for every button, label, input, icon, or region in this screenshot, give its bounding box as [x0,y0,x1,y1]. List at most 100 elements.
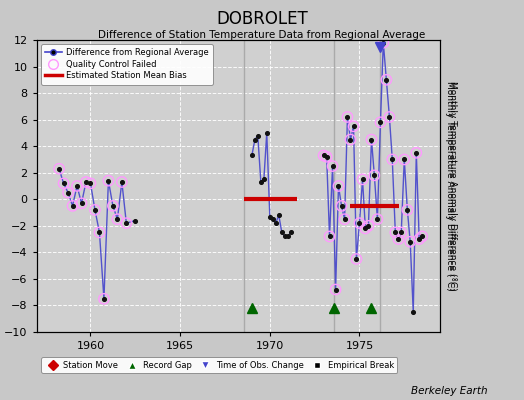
Point [329,163,337,169]
Point [122,220,130,226]
Point [346,136,355,143]
Point [364,223,373,229]
Point [403,207,411,213]
Point [341,216,349,222]
Point [59,180,68,186]
Point [400,156,409,163]
Point [406,238,414,245]
Point [343,114,352,120]
Point [95,229,104,236]
Point [118,179,126,185]
Point [364,223,373,229]
Point [358,176,367,182]
Point [257,179,265,185]
Text: Difference of Station Temperature Data from Regional Average: Difference of Station Temperature Data f… [99,30,425,40]
Point [331,286,340,293]
Point [82,179,90,185]
Point [352,256,361,262]
Point [278,229,286,236]
Point [91,207,99,213]
Point [68,203,77,209]
Point [376,119,385,126]
Point [382,77,390,83]
Point [108,203,117,209]
Point [406,238,414,245]
Point [82,179,90,185]
Point [394,236,402,242]
Point [352,256,361,262]
Point [68,203,77,209]
Point [367,136,376,143]
Point [78,200,86,206]
Point [379,40,388,46]
Point [122,220,130,226]
Point [55,166,63,172]
Point [283,233,292,240]
Point [73,183,81,189]
Point [382,77,390,83]
Point [331,286,340,293]
Point [334,183,343,189]
Point [59,180,68,186]
Point [86,180,95,186]
Point [337,203,346,209]
Point [361,225,369,232]
Y-axis label: Monthly Temperature Anomaly Difference (°C): Monthly Temperature Anomaly Difference (… [448,81,457,291]
Legend: Station Move, Record Gap, Time of Obs. Change, Empirical Break: Station Move, Record Gap, Time of Obs. C… [41,358,397,373]
Point [118,179,126,185]
Point [412,150,420,156]
Point [385,114,394,120]
Point [113,216,122,222]
Point [329,163,337,169]
Point [64,190,72,196]
Point [95,229,104,236]
Point [73,183,81,189]
Point [373,216,381,222]
Point [254,132,262,139]
Point [322,154,331,160]
Point [275,212,283,218]
Point [361,225,369,232]
Point [320,152,328,159]
Point [355,220,364,226]
Point [325,233,334,240]
Point [355,220,364,226]
Point [346,136,355,143]
Point [350,123,358,130]
Point [415,236,423,242]
Point [367,136,376,143]
Point [388,156,397,163]
Point [343,114,352,120]
Point [325,233,334,240]
Point [341,216,349,222]
Point [373,216,381,222]
Point [337,203,346,209]
Point [403,207,411,213]
Point [370,172,378,178]
Point [397,229,406,236]
Point [266,213,274,220]
Point [391,229,399,236]
Point [388,156,397,163]
Point [418,233,427,240]
Point [400,156,409,163]
Point [104,178,113,184]
Point [334,183,343,189]
Point [104,178,113,184]
Point [248,152,256,159]
Point [86,180,95,186]
Point [100,296,108,302]
Point [100,296,108,302]
Point [370,172,378,178]
Point [409,309,418,315]
Text: Berkeley Earth: Berkeley Earth [411,386,487,396]
Point [418,233,427,240]
Y-axis label: Monthly Temperature Anomaly Difference (°C): Monthly Temperature Anomaly Difference (… [445,81,454,291]
Point [415,236,423,242]
Point [280,233,289,240]
Point [394,236,402,242]
Point [287,229,295,236]
Point [108,203,117,209]
Text: DOBROLET: DOBROLET [216,10,308,28]
Point [376,119,385,126]
